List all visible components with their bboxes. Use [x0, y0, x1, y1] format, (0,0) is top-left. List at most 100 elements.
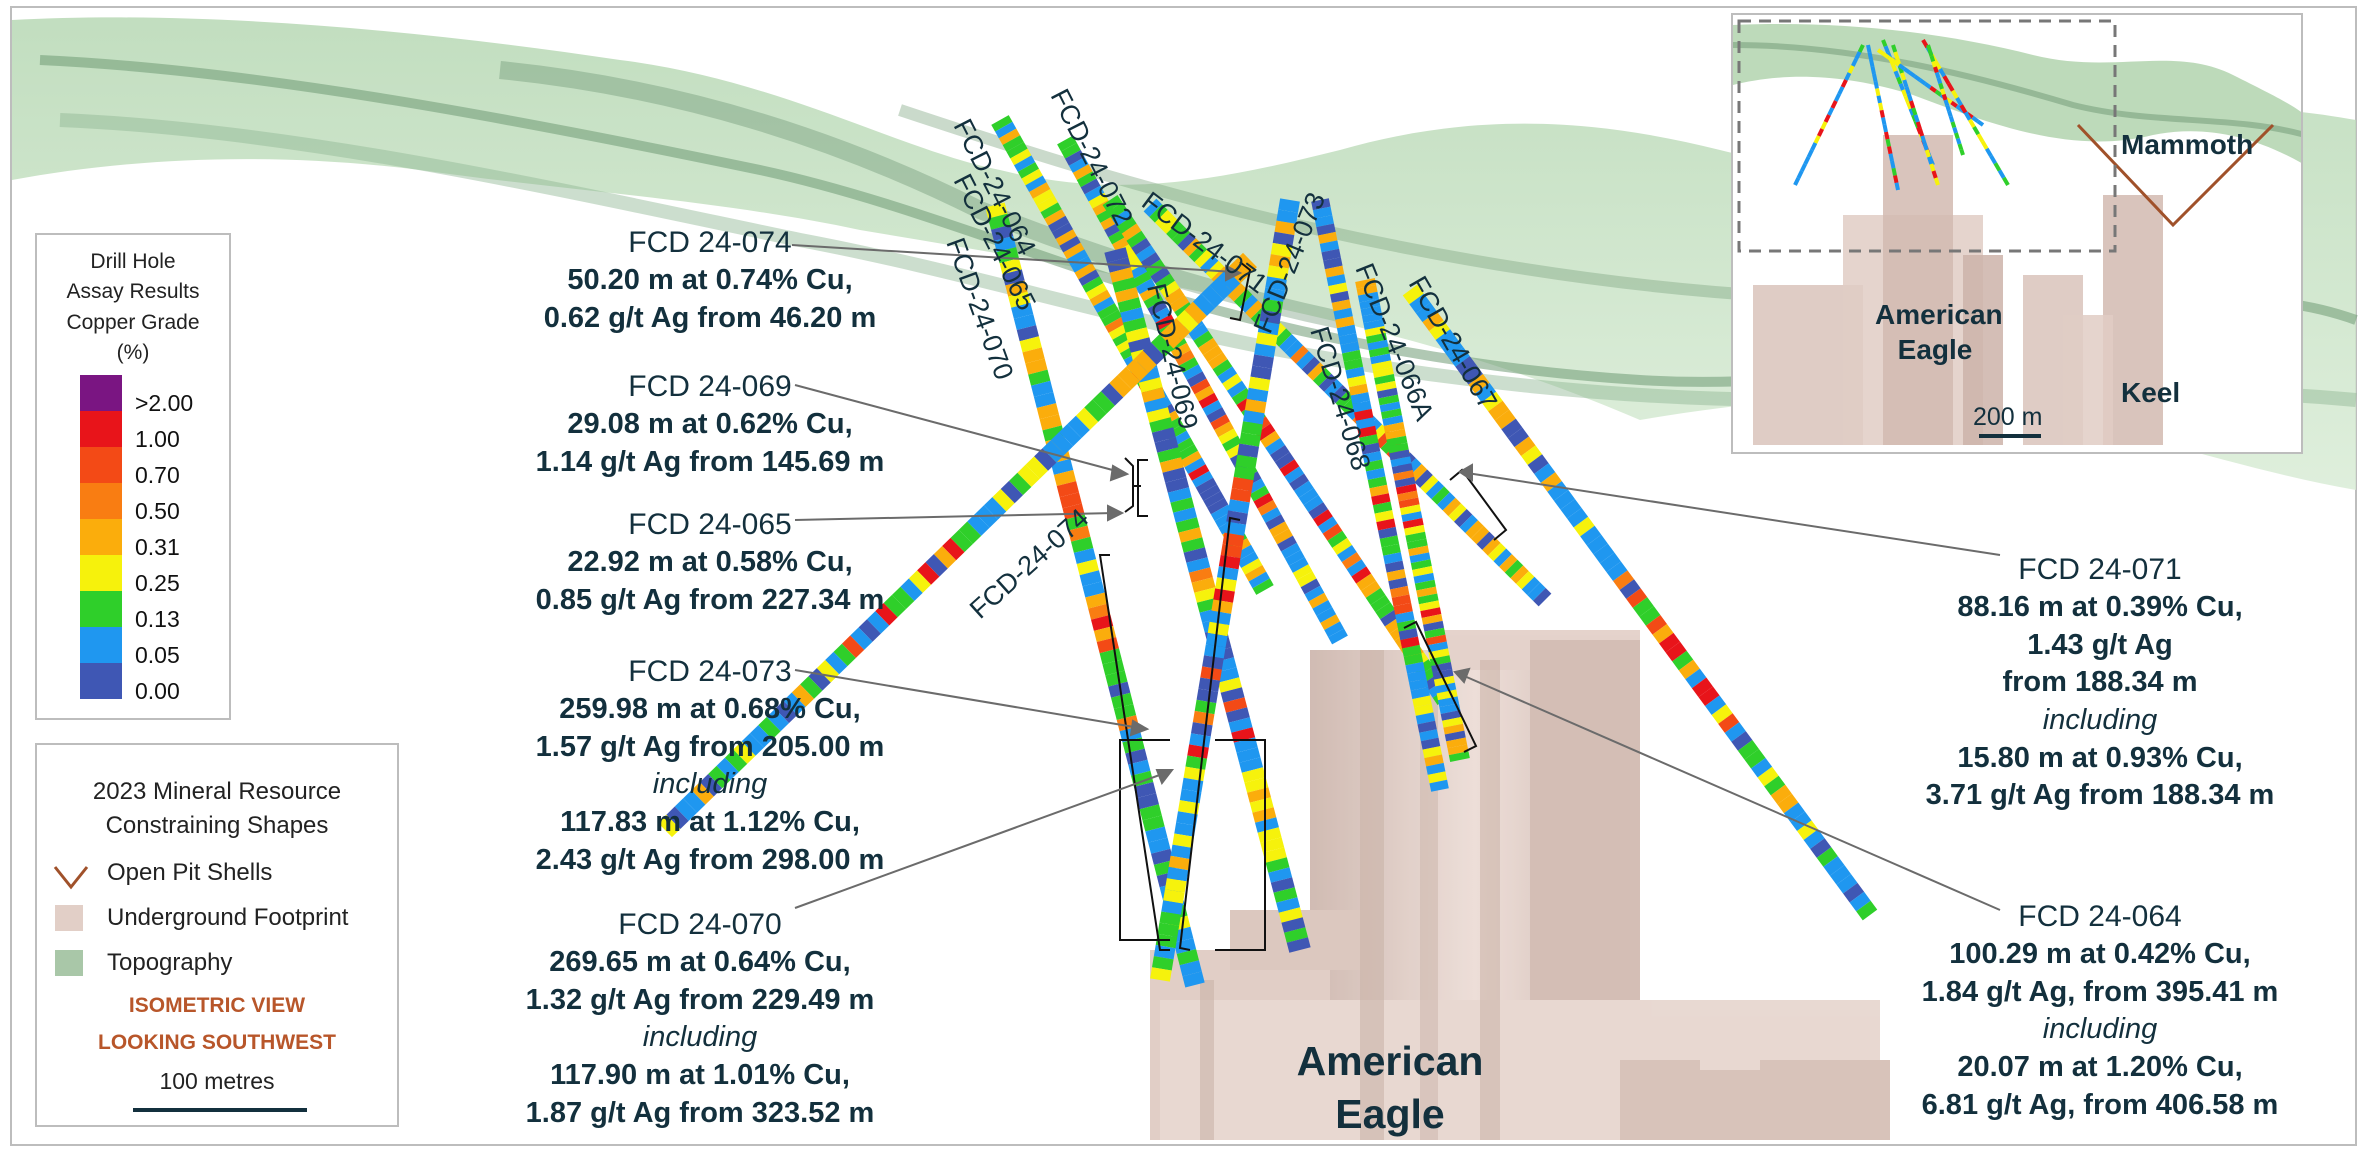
grade-label: 0.25	[135, 570, 180, 596]
grade-swatch	[80, 411, 122, 447]
drill-hole-segment	[1088, 603, 1111, 620]
drill-hole-segment	[1236, 747, 1261, 763]
drill-hole-segment	[1277, 535, 1297, 552]
drill-hole-segment	[1427, 771, 1448, 784]
drill-hole-segment	[1212, 657, 1237, 673]
drill-hole-segment	[1239, 757, 1264, 773]
inset-drill-hole-segment	[1997, 169, 2006, 179]
drill-hole-segment	[1235, 454, 1258, 470]
drill-hole-segment	[1194, 249, 1213, 268]
drill-hole-segment	[1241, 421, 1263, 436]
drill-hole-segment	[1244, 564, 1267, 582]
drill-hole-segment	[1107, 202, 1128, 220]
drill-hole-segment	[991, 224, 1014, 241]
drill-hole-segment	[1228, 283, 1247, 302]
drill-hole-segment	[1405, 531, 1427, 543]
drill-hole-segment	[1547, 481, 1569, 501]
drill-hole-segment	[674, 798, 698, 821]
drill-hole-segment	[1100, 383, 1124, 406]
drill-hole-segment	[1364, 459, 1384, 472]
drill-hole-segment	[1465, 520, 1484, 539]
drill-hole-segment	[1133, 781, 1157, 799]
drill-hole-segment	[1134, 350, 1157, 374]
inset-drill-hole-segment	[1934, 71, 1941, 79]
drill-hole-segment	[1002, 135, 1024, 152]
drill-hole-segment	[1359, 298, 1381, 310]
drill-hole-segment	[1580, 525, 1602, 546]
drill-hole-segment	[1274, 452, 1295, 470]
inset-drill-hole-segment	[1902, 79, 1909, 88]
drill-hole-segment	[1249, 797, 1274, 813]
drill-hole-segment	[1417, 593, 1439, 605]
drill-hole-segment	[1193, 330, 1214, 348]
drill-hole-segment	[1025, 175, 1047, 193]
view-label-line2: LOOKING SOUTHWEST	[98, 1031, 336, 1054]
drill-hole-segment	[1009, 472, 1032, 496]
drill-hole-segment	[1255, 817, 1279, 833]
drill-hole-segment	[1179, 788, 1202, 804]
drill-hole-segment	[1122, 737, 1145, 754]
drill-hole-segment	[1016, 325, 1039, 342]
inset-label-american-eagle: American Eagle	[1875, 299, 2003, 365]
drill-hole-segment	[1014, 155, 1036, 172]
inset-drill-hole-segment	[1844, 72, 1852, 81]
drill-hole-segment	[1167, 317, 1191, 341]
drill-hole-segment	[1218, 554, 1241, 570]
drill-hole-segment	[1131, 237, 1151, 256]
drill-hole-segment	[1085, 592, 1108, 609]
drill-hole-segment	[1448, 347, 1470, 367]
drill-hole-segment	[658, 814, 681, 838]
inset-drill-hole-segment	[1913, 114, 1920, 123]
drill-hole-segment	[1254, 343, 1276, 358]
drill-hole-segment	[1190, 722, 1213, 737]
drill-hole-segment	[1414, 703, 1434, 716]
drill-hole-segment	[1165, 423, 1187, 441]
drill-hole-segment	[1203, 344, 1223, 363]
drill-hole-segment	[1159, 326, 1182, 349]
drill-hole-segment	[1270, 444, 1290, 463]
drill-hole-segment	[1504, 559, 1524, 579]
grade-legend-title: Drill Hole Assay Results Copper Grade (%…	[66, 250, 200, 365]
drill-hole-segment	[1200, 255, 1219, 274]
drill-hole-segment	[1099, 648, 1122, 665]
drill-hole-segment	[1140, 252, 1161, 270]
drill-hole-segment	[1117, 366, 1140, 390]
drill-hole-segment	[1199, 484, 1221, 501]
drill-hole-segment	[1233, 465, 1256, 481]
drill-hole-segment	[1147, 299, 1168, 316]
drill-hole-segment	[1418, 600, 1440, 612]
inset-drill-hole-segment	[1834, 93, 1841, 102]
inset-drill-hole-segment	[1936, 77, 1943, 85]
drill-hole-segment	[733, 741, 756, 764]
drill-hole-segment	[1470, 525, 1490, 545]
grade-label: 0.00	[135, 678, 180, 704]
inset-drill-hole-segment	[1884, 131, 1890, 140]
drill-hole-segment	[1319, 240, 1340, 253]
inset-drill-hole-segment	[1929, 163, 1936, 172]
drill-hole-segment	[1179, 960, 1202, 977]
drill-hole-segment	[917, 562, 940, 585]
inset-drill-hole-segment	[1903, 95, 1910, 104]
drill-hole-segment	[1425, 634, 1447, 646]
drill-hole-segment	[1400, 636, 1420, 649]
drill-hole-segment	[1160, 215, 1179, 234]
drill-hole-segment	[1151, 427, 1176, 443]
drill-hole-segment	[1145, 826, 1168, 843]
drill-hole-segment	[1606, 561, 1628, 582]
drill-hole-segment	[1412, 566, 1434, 577]
grade-swatch	[80, 663, 122, 699]
drill-hole-segment	[1257, 827, 1282, 843]
drill-hole-segment	[1322, 523, 1343, 541]
drill-hole-segment	[1417, 720, 1437, 733]
callout-fcd-24-069: FCD 24-069 29.08 m at 0.62% Cu, 1.14 g/t…	[535, 370, 885, 478]
drill-hole-segment	[1429, 655, 1451, 666]
drill-hole-segment	[1329, 384, 1349, 404]
drill-hole-segment	[1172, 833, 1195, 848]
inset-drill-hole-segment	[1938, 82, 1944, 90]
drill-hole-segment	[1150, 967, 1172, 982]
drill-hole-segment	[1165, 477, 1190, 493]
inset-drill-hole-segment	[1888, 153, 1894, 162]
drill-hole-segment	[1370, 594, 1391, 613]
inset-drill-hole-segment	[1904, 86, 1911, 95]
drill-hole-segment	[1039, 414, 1062, 431]
